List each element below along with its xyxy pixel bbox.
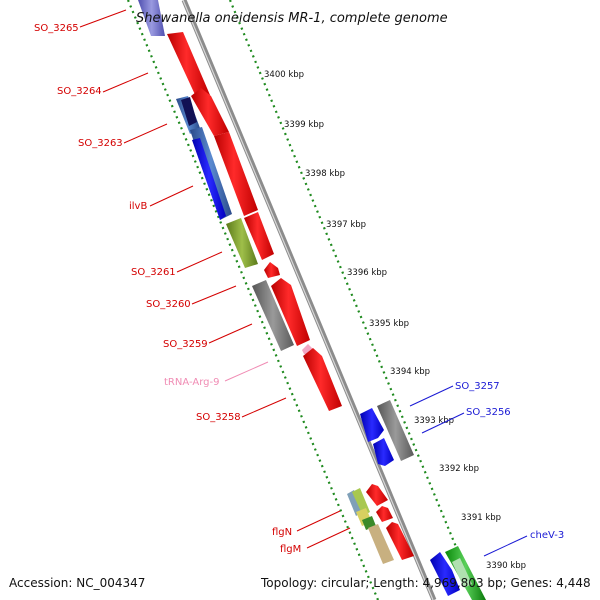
scale-label: 3391 kbp	[461, 513, 501, 523]
gene-feature	[138, 0, 165, 36]
gene-feature	[360, 408, 384, 442]
gene-label-so-3264[interactable]: SO_3264	[57, 86, 102, 97]
gene-feature	[452, 558, 472, 588]
leader-line	[191, 285, 237, 305]
gene-feature	[167, 32, 210, 99]
gene-label-so-3256[interactable]: SO_3256	[466, 407, 511, 418]
leader-line	[483, 535, 528, 557]
scale-label: 3393 kbp	[414, 416, 454, 426]
gene-label-flgn[interactable]: flgN	[272, 527, 292, 538]
gene-label-ilvb[interactable]: ilvB	[129, 201, 147, 212]
gene-label-trna-arg-9[interactable]: tRNA-Arg-9	[164, 377, 219, 388]
gene-feature	[244, 212, 274, 260]
backbone-line-highlight	[182, 0, 434, 600]
gene-label-so-3261[interactable]: SO_3261	[131, 267, 176, 278]
scale-label: 3398 kbp	[305, 169, 345, 179]
backbone-line-outer	[181, 0, 437, 600]
leader-line	[241, 397, 287, 418]
gene-feature	[376, 506, 393, 522]
leader-line	[306, 527, 351, 549]
gene-feature	[264, 262, 280, 278]
scale-label: 3390 kbp	[486, 561, 526, 571]
gene-label-so-3257[interactable]: SO_3257	[455, 381, 500, 392]
scale-label: 3394 kbp	[390, 367, 430, 377]
gene-feature	[386, 522, 414, 560]
gene-feature	[226, 218, 258, 268]
leader-line	[79, 9, 127, 28]
scale-label: 3397 kbp	[326, 220, 366, 230]
scale-label: 3400 kbp	[264, 70, 304, 80]
outer-ruler-track	[228, 0, 480, 600]
accession-text: Accession: NC_004347	[9, 576, 145, 590]
scale-label: 3396 kbp	[347, 268, 387, 278]
scale-label: 3395 kbp	[369, 319, 409, 329]
gene-feature	[347, 490, 362, 516]
scale-labels: 3400 kbp 3399 kbp 3398 kbp 3397 kbp 3396…	[264, 70, 526, 571]
leader-line	[102, 72, 149, 93]
gene-feature	[377, 400, 414, 461]
gene-feature	[181, 97, 197, 126]
backbone	[181, 0, 437, 600]
gene-label-flgm[interactable]: flgM	[280, 544, 301, 555]
gene-labels: SO_3265 SO_3264 SO_3263 ilvB SO_3261 SO_…	[34, 23, 564, 555]
gene-feature	[191, 88, 229, 136]
gene-label-chev-3[interactable]: cheV-3	[530, 530, 564, 541]
scale-label: 3399 kbp	[284, 120, 324, 130]
leader-line	[421, 412, 465, 434]
gene-label-so-3260[interactable]: SO_3260	[146, 299, 191, 310]
gene-feature	[373, 438, 394, 466]
inner-ruler-track	[126, 0, 380, 600]
gene-label-so-3259[interactable]: SO_3259	[163, 339, 208, 350]
leader-line	[176, 251, 223, 273]
gene-feature	[430, 552, 460, 596]
map-title: Shewanella oneidensis MR-1, complete gen…	[136, 11, 448, 26]
gene-feature	[366, 484, 388, 506]
gene-features	[138, 0, 486, 600]
leader-line	[123, 123, 168, 144]
gene-feature	[271, 278, 310, 346]
leader-line	[224, 361, 269, 382]
leader-line	[409, 385, 454, 407]
gene-label-so-3265[interactable]: SO_3265	[34, 23, 79, 34]
leader-line	[296, 510, 341, 532]
gene-feature	[214, 132, 258, 216]
leader-lines	[79, 9, 528, 557]
gene-feature	[252, 280, 294, 351]
gene-feature	[303, 348, 342, 411]
gene-feature	[192, 138, 226, 220]
gene-label-so-3263[interactable]: SO_3263	[78, 138, 123, 149]
genome-summary-text: Topology: circular; Length: 4,969,803 bp…	[260, 576, 591, 590]
leader-line	[208, 323, 253, 344]
leader-line	[149, 185, 194, 207]
scale-label: 3392 kbp	[439, 464, 479, 474]
gene-label-so-3258[interactable]: SO_3258	[196, 412, 241, 423]
ruler-tracks	[126, 0, 480, 600]
gene-feature	[368, 524, 394, 564]
